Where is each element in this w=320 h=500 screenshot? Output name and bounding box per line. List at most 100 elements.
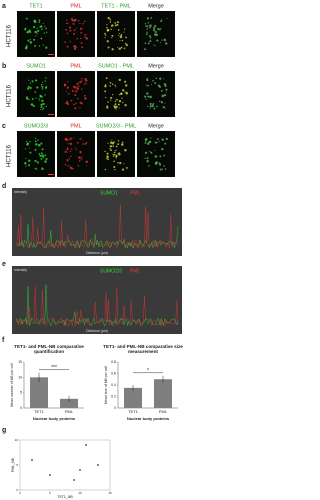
micrograph-spot (106, 106, 109, 109)
scale-bar (48, 54, 54, 55)
micrograph-spot (39, 25, 43, 28)
micrograph-spot (67, 22, 69, 24)
y-tick-label: 0.6 (111, 371, 116, 375)
y-axis-label: PML_NB (11, 457, 15, 472)
micrograph-spot (45, 157, 48, 160)
x-axis-label: Nuclear body proteins (33, 416, 76, 421)
micrograph-spot (37, 139, 39, 141)
micrograph-spot (109, 85, 111, 87)
micrograph-spot (144, 23, 147, 25)
micrograph-spot (105, 96, 107, 99)
x-axis-label: TET1_NB (57, 495, 73, 499)
micrograph-spot (124, 104, 127, 107)
micrograph (57, 11, 95, 57)
micrograph-spot (64, 163, 67, 166)
micrograph-spot (113, 153, 116, 156)
y-tick-label: 0.4 (111, 383, 116, 387)
micrograph-spot (114, 169, 116, 171)
micrograph-spot (156, 28, 159, 31)
micrograph-spot (150, 84, 153, 86)
micrograph-spot (147, 84, 150, 87)
micrograph-spot (41, 148, 44, 151)
micrograph-spot (161, 39, 163, 41)
chart-title: TET1- and PML-NB comparative quantificat… (14, 344, 84, 354)
micrograph-spot (39, 100, 41, 102)
micrograph-spot (65, 90, 68, 93)
micrograph-spot (41, 28, 43, 31)
micrograph-spot (125, 44, 128, 47)
micrograph-spot (76, 141, 79, 144)
micrograph-spot (85, 160, 88, 164)
micrograph-spot (37, 29, 40, 32)
micrograph-spot (146, 157, 149, 160)
micrograph-spot (66, 45, 69, 48)
micrograph-spot (107, 46, 110, 49)
micrograph-spot (158, 28, 161, 31)
micrograph-spot (118, 107, 120, 109)
micrograph-spot (149, 36, 152, 39)
micrograph-spot (110, 24, 113, 27)
micrograph-spot (118, 99, 122, 103)
micrograph-spot (146, 25, 149, 27)
micrograph-spot (109, 81, 112, 84)
micrograph-spot (66, 32, 69, 35)
micrograph-spot (107, 158, 110, 161)
micrograph-spot (162, 105, 165, 109)
micrograph-spot (32, 104, 35, 108)
micrograph-spot (116, 23, 119, 26)
significance: * (147, 368, 149, 374)
micrograph-spot (152, 79, 154, 82)
micrograph-spot (34, 148, 37, 151)
micrograph-spot (123, 163, 125, 165)
micrograph-spot (115, 86, 117, 88)
micrograph-spot (34, 44, 37, 47)
micrograph-spot (149, 105, 152, 108)
micrograph-spot (104, 32, 106, 35)
legend-entry: SUMO2/3 (100, 268, 122, 274)
scale-bar (48, 114, 54, 115)
micrograph-spot (35, 79, 37, 81)
micrograph-spot (145, 98, 147, 101)
scatter-point (73, 479, 75, 481)
micrograph-spot (34, 20, 37, 24)
micrograph-spot (152, 103, 154, 106)
micrograph-spot (42, 107, 45, 110)
micrograph-spot (79, 157, 82, 160)
micrograph-spot (112, 153, 114, 156)
micrograph-spot (76, 87, 79, 91)
micrograph-spot (42, 102, 45, 106)
micrograph-spot (118, 29, 120, 31)
micrograph-spot (66, 148, 69, 151)
micrograph-spot (84, 97, 87, 100)
micrograph-spot (38, 21, 41, 24)
micrograph-spot (45, 27, 47, 30)
micrograph-spot (166, 17, 168, 19)
micrograph-spot (154, 155, 158, 158)
micrograph-spot (113, 160, 115, 163)
micrograph-spot (41, 85, 44, 88)
micrograph-spot (76, 27, 78, 29)
micrograph-spot (35, 143, 38, 146)
micrograph-spot (111, 83, 114, 86)
micrograph-spot (163, 93, 167, 97)
micrograph-spot (79, 150, 82, 153)
micrograph-spot (155, 77, 157, 80)
micrograph-spot (65, 28, 68, 31)
profile-plot (12, 188, 182, 256)
micrograph-spot (65, 138, 69, 142)
micrograph-spot (161, 94, 165, 98)
micrograph-spot (26, 46, 28, 49)
micrograph-spot (147, 105, 149, 108)
micrograph-spot (39, 96, 41, 98)
micrograph-spot (69, 150, 72, 153)
micrograph-spot (81, 139, 83, 141)
micrograph-spot (155, 161, 158, 164)
micrograph-spot (109, 147, 111, 150)
bar (30, 377, 48, 408)
scatter-point (31, 459, 33, 461)
micrograph (57, 131, 95, 177)
micrograph-spot (42, 44, 44, 46)
micrograph-spot (120, 46, 123, 49)
micrograph-spot (154, 81, 157, 84)
y-axis-label: Mean size of NB per cell (104, 366, 108, 404)
